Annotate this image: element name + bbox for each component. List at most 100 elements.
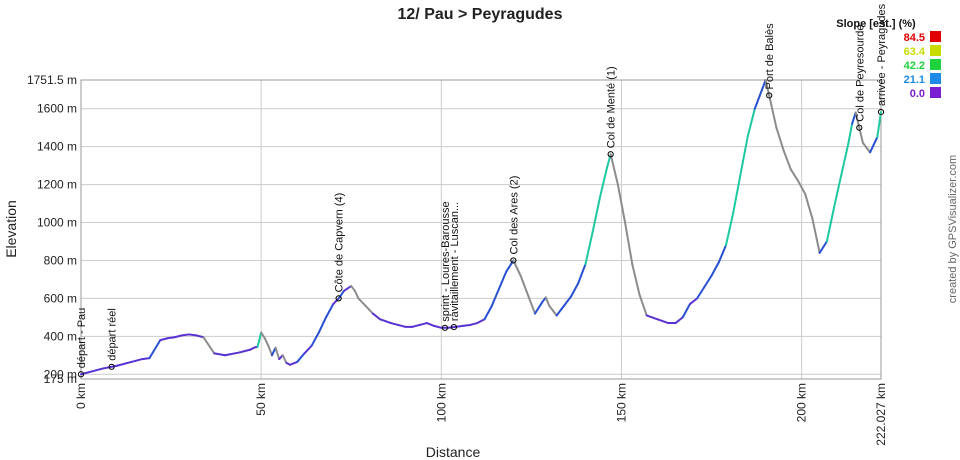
profile-segment (310, 331, 320, 347)
waypoint-marker (877, 108, 885, 116)
legend-value: 21.1 (904, 74, 925, 86)
profile-segment (696, 286, 706, 300)
profile-segment (724, 212, 735, 247)
profile-segment (732, 174, 742, 215)
profile-segment (825, 206, 836, 243)
y-tick-label: 200 m (44, 367, 77, 381)
profile-segment (818, 240, 828, 254)
waypoint-marker (77, 371, 85, 378)
profile-segment (159, 337, 169, 342)
x-axis: 0 km 50 km 100 km 150 km 200 km 222.027 km (74, 383, 888, 446)
profile-segment (854, 111, 864, 144)
profile-segment (188, 333, 198, 337)
y-tick-label: 175 m (44, 372, 77, 386)
profile-segment (717, 244, 727, 264)
waypoint-label: Port de Balès (764, 23, 776, 90)
profile-segment (296, 352, 306, 363)
y-tick-label: 1400 m (37, 140, 77, 154)
profile-segment (90, 367, 104, 373)
profile-segment (80, 370, 93, 376)
waypoint-marker (607, 151, 614, 158)
plot-border (80, 79, 882, 380)
waypoint-label: ravitaillement - Luscan... (449, 202, 461, 321)
profile-segment (851, 111, 857, 125)
profile-segment (281, 354, 288, 364)
y-tick-label: 1000 m (37, 216, 77, 230)
profile-segment (267, 344, 273, 357)
profile-segment (364, 304, 374, 315)
profile-segment (141, 357, 151, 361)
profile-segment (505, 259, 515, 273)
legend-swatch (930, 31, 941, 42)
chart-title: 12/ Pau > Peyragudes (398, 6, 563, 23)
profile-segment (166, 336, 176, 340)
y-tick-label: 1200 m (37, 178, 77, 192)
profile-segment (303, 344, 313, 355)
x-tick-label: 50 km (254, 383, 268, 416)
waypoint-label: Côte de Capvern (4) (334, 193, 346, 293)
waypoint-label: départ - Pau (76, 308, 88, 369)
waypoint-label: Col de Menté (1) (606, 66, 618, 148)
profile-segment (332, 297, 340, 306)
profile-segment (674, 316, 684, 325)
profile-segment (288, 360, 299, 366)
credit-text: created by GPSVisualizer.com (947, 155, 959, 303)
profile-segment (681, 303, 691, 319)
x-tick-label: 150 km (614, 383, 628, 422)
profile-segment (746, 107, 756, 139)
profile-segment (544, 296, 551, 307)
waypoint-label: sprint - Loures-Barousse (440, 201, 452, 321)
profile-segment (260, 331, 266, 340)
profile-segment (497, 270, 508, 290)
profile-segment (130, 358, 144, 363)
profile-segment (461, 323, 472, 327)
waypoint-label: arrivée - Peyragudes (876, 3, 888, 106)
grid (80, 79, 882, 380)
profile-segment (263, 337, 270, 347)
legend-swatch (930, 87, 941, 98)
profile-segment (195, 334, 205, 339)
profile-segment (173, 334, 183, 339)
profile-segment (116, 360, 133, 367)
profile-segment (645, 314, 659, 321)
waypoint-marker (108, 363, 115, 370)
profile-segment (425, 322, 436, 327)
profile-segment (775, 126, 785, 152)
profile-segment (490, 287, 500, 307)
waypoint-marker (441, 324, 449, 331)
profile-segment (519, 274, 529, 296)
profile-segment (562, 295, 573, 307)
profile-segment (861, 141, 872, 154)
profile-segment (688, 297, 699, 306)
waypoint-label: départ réel (107, 308, 119, 361)
waypoint-label: Col de Peyresourde (854, 24, 866, 121)
legend-swatch (930, 45, 941, 56)
y-tick-label: 400 m (44, 329, 77, 343)
profile-segment (317, 316, 328, 334)
waypoint-label: Col des Ares (2) (508, 176, 520, 255)
profile-segment (238, 348, 252, 354)
profile-segment (598, 166, 609, 199)
profile-segment (343, 285, 353, 292)
profile-segment (274, 346, 281, 361)
profile-segment (418, 322, 428, 326)
profile-segment (447, 325, 457, 329)
profile-segment (555, 304, 565, 317)
profile-segment (847, 122, 854, 144)
profile-segment (256, 331, 263, 348)
y-tick-label: 1600 m (37, 102, 77, 116)
profile-segment (148, 339, 162, 360)
profile-segment (202, 336, 216, 355)
profile-segment (433, 324, 443, 329)
profile-segment (533, 301, 544, 315)
profile-segment (638, 293, 648, 317)
profile-segment (548, 304, 558, 317)
y-tick-label: 600 m (44, 291, 77, 305)
legend-value: 63.4 (904, 46, 926, 58)
profile-segment (869, 136, 879, 154)
profile-segment (337, 289, 346, 300)
profile-segment (411, 323, 421, 328)
profile-segment (591, 196, 601, 234)
